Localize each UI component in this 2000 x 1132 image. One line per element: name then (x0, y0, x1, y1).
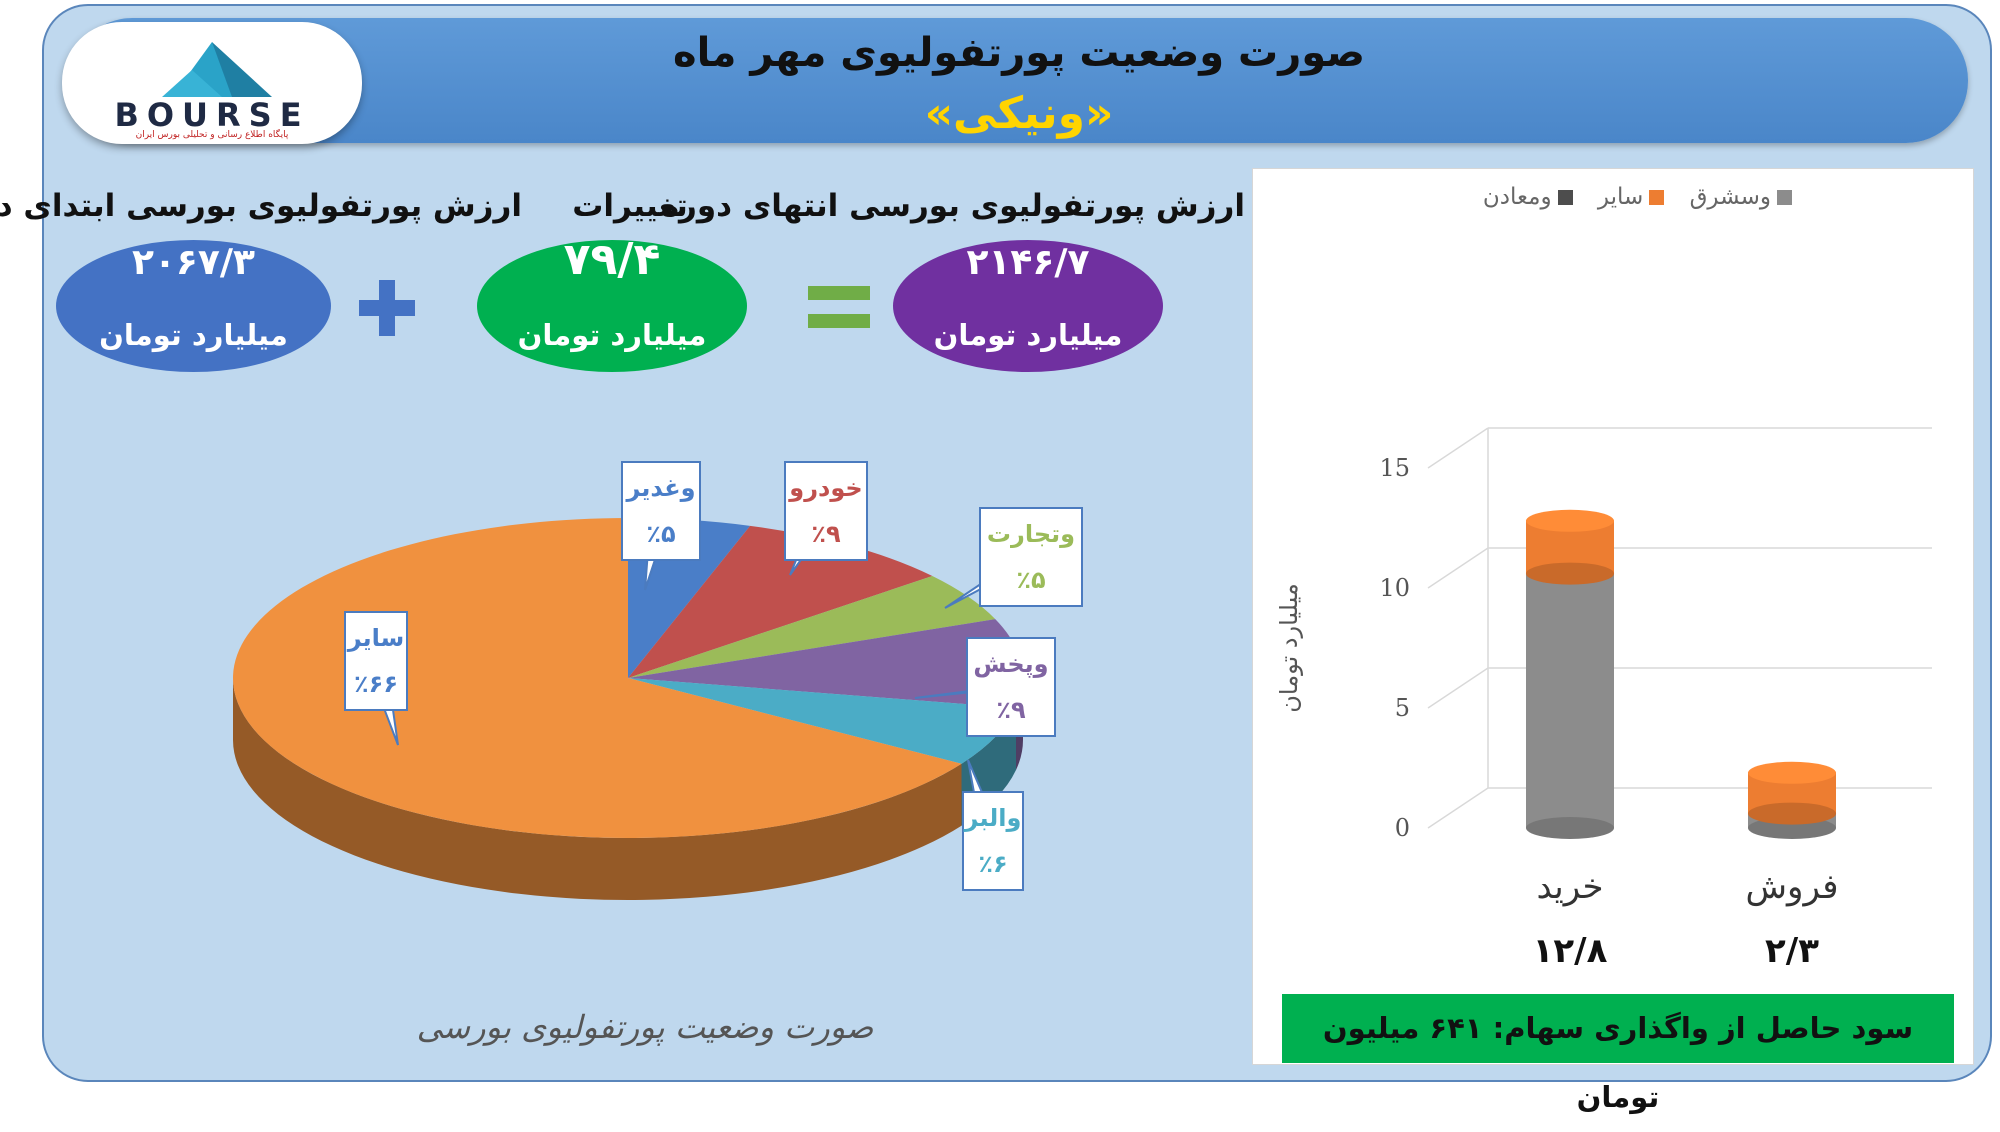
bar-0-cap (1526, 509, 1614, 532)
x-category-total-0: ۱۲/۸ (1533, 931, 1608, 971)
x-category-label-1: فروش (1746, 867, 1839, 907)
pie-label-name-3: وپخش (973, 650, 1048, 678)
legend-label-2: ومعادن (1482, 184, 1552, 210)
pie-label-value-2: ٪۵ (1016, 566, 1045, 594)
logo-wordmark: BOURSE (114, 96, 310, 134)
bar-0-series-1-base (1526, 562, 1614, 585)
pie-callout-box-3 (966, 637, 1056, 737)
bar-1-cap (1748, 761, 1836, 784)
pie-callout-box-2 (979, 507, 1083, 607)
y-tick-1: 5 (1395, 694, 1410, 722)
end-value-unit: میلیارد تومان (933, 318, 1123, 352)
bar-chart-panel: وسشرق سایر ومعادن 0 5 10 15 میلیارد تومان خری… (1252, 168, 1974, 1065)
profit-summary: سود حاصل از واگذاری سهام: ۶۴۱ میلیون توم… (1282, 994, 1954, 1114)
logo-mountain-icon (162, 42, 272, 97)
start-value-unit: میلیارد تومان (99, 318, 288, 352)
legend-item-series-2: ومعادن (1483, 184, 1573, 210)
end-value-ellipse: ۲۱۴۶/۷ میلیارد تومان (893, 240, 1163, 372)
page-title: صورت وضعیت پورتفولیوی مهر ماه (673, 30, 1365, 76)
page-subtitle: «ونیکی» (924, 88, 1114, 139)
pie-label-value-3: ٪۹ (996, 696, 1026, 724)
pie-label-name-2: وتجارت (987, 520, 1075, 548)
y-tick-0: 0 (1395, 814, 1410, 842)
change-label: تغییرات (572, 188, 688, 224)
pie-label-name-0: وغدیر (625, 474, 695, 502)
legend-swatch-0 (1777, 190, 1792, 205)
pie-label-name-4: والبر (964, 804, 1022, 832)
pie-slice-3 (628, 619, 1023, 708)
y-tick-3: 15 (1379, 454, 1410, 482)
pie-chart: وغدیر ٪۵ خودرو ٪۹ وتجارت ٪۵ وپخش ٪۹ والبر ٪۶ سایر ٪… (232, 461, 1083, 900)
pie-slice-5 (232, 518, 962, 838)
start-value: ۲۰۶۷/۳ (131, 242, 255, 283)
pie-side-5-0 (233, 678, 962, 900)
pie-callout-box-1 (784, 461, 868, 561)
grid-diag-0 (1427, 787, 1489, 829)
bar-legend: وسشرق سایر ومعادن (1465, 184, 1792, 210)
legend-swatch-1 (1649, 190, 1665, 205)
end-value: ۲۱۴۶/۷ (966, 242, 1090, 283)
grid-diag-2 (1427, 547, 1489, 589)
equals-icon (808, 286, 870, 328)
pie-callout-box-0 (621, 461, 701, 561)
start-value-ellipse: ۲۰۶۷/۳ میلیارد تومان (56, 240, 331, 372)
legend-item-series-0: وسشرق (1690, 184, 1792, 210)
legend-label-0: وسشرق (1689, 184, 1771, 210)
pie-label-value-1: ٪۹ (811, 520, 841, 548)
pie-callout-box-4 (962, 791, 1024, 891)
y-tick-2: 10 (1379, 574, 1410, 602)
pie-label-name-5: سایر (347, 624, 405, 652)
pie-slice-2 (628, 576, 996, 678)
pie-slice-4 (628, 678, 1017, 764)
pie-label-name-1: خودرو (788, 474, 862, 502)
start-value-label: ارزش پورتفولیوی بورسی ابتدای دوره (0, 188, 522, 224)
change-value: ۷۹/۴ (563, 234, 661, 285)
pie-slice-1 (628, 525, 933, 678)
header-banner: صورت وضعیت پورتفولیوی مهر ماه «ونیکی» (70, 18, 1968, 143)
pie-caption: صورت وضعیت پورتفولیوی بورسی (416, 1008, 874, 1046)
pie-label-value-4: ٪۶ (978, 850, 1007, 878)
x-category-total-1: ۲/۳ (1765, 931, 1819, 971)
pie-callout-box-5 (344, 611, 408, 711)
bar-0-series-0-base (1526, 817, 1614, 839)
logo-tagline: پایگاه اطلاع رسانی و تحلیلی بورس ایران (135, 130, 289, 140)
pie-label-value-5: ٪۶۶ (354, 670, 398, 698)
legend-label-1: سایر (1597, 184, 1644, 210)
grid-diag-1 (1427, 667, 1489, 709)
y-axis-label: میلیارد تومان (1275, 583, 1303, 712)
pie-label-value-0: ٪۵ (646, 520, 675, 548)
bar-chart: 0 5 10 15 میلیارد تومان خرید ۱۲/۸ فروش ۲/۳ (1275, 427, 1932, 971)
change-unit: میلیارد تومان (517, 318, 707, 352)
change-ellipse: ۷۹/۴ میلیارد تومان (477, 234, 747, 372)
bar-0-series-0 (1526, 573, 1614, 828)
x-category-label-0: خرید (1536, 867, 1603, 907)
legend-swatch-2 (1557, 190, 1573, 205)
bourse-logo: BOURSE پایگاه اطلاع رسانی و تحلیلی بورس … (62, 22, 362, 144)
plus-icon (359, 280, 415, 336)
bar-1-series-1-base (1748, 802, 1836, 825)
end-value-label: ارزش پورتفولیوی بورسی انتهای دوره (660, 188, 1245, 224)
legend-item-series-1: سایر (1597, 184, 1665, 210)
grid-diag-3 (1427, 427, 1489, 469)
